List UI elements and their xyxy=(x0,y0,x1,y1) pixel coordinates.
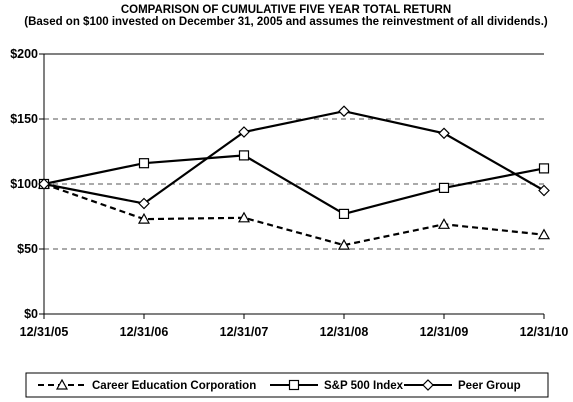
y-tick-label: $0 xyxy=(24,307,38,321)
data-point xyxy=(337,238,351,250)
series-line xyxy=(43,154,545,216)
x-tick-label: 12/31/07 xyxy=(220,325,269,339)
data-point xyxy=(338,208,350,219)
data-point xyxy=(238,150,250,161)
legend-marker xyxy=(422,379,434,391)
legend-item: S&P 500 Index xyxy=(270,379,404,392)
legend-item: Career Education Corporation xyxy=(38,378,256,392)
series-line xyxy=(43,182,545,247)
x-tick-label: 12/31/08 xyxy=(320,325,369,339)
data-point xyxy=(438,127,450,140)
data-point xyxy=(437,218,451,229)
y-tick-label: $200 xyxy=(10,47,38,61)
legend-item: Peer Group xyxy=(404,379,521,392)
chart-subtitle: (Based on $100 invested on December 31, … xyxy=(24,16,548,28)
y-tick-label: $50 xyxy=(17,242,38,256)
axes xyxy=(39,53,545,319)
x-tick-label: 12/31/10 xyxy=(520,325,569,339)
x-tick-label: 12/31/05 xyxy=(20,325,69,339)
legend-label: Career Education Corporation xyxy=(92,380,256,392)
y-axis-ticks: $0 $50 $100 $150 $200 xyxy=(10,47,38,321)
series-line xyxy=(43,110,545,205)
y-tick-label: $150 xyxy=(10,112,38,126)
legend-marker xyxy=(288,379,300,391)
x-tick-label: 12/31/09 xyxy=(420,325,469,339)
data-point xyxy=(138,197,150,210)
legend-marker xyxy=(55,378,69,390)
series-1 xyxy=(37,177,551,250)
data-point xyxy=(137,212,151,224)
legend-label: S&P 500 Index xyxy=(324,380,404,392)
legend-label: Peer Group xyxy=(458,380,521,392)
x-axis-ticks: 12/31/05 12/31/06 12/31/07 12/31/08 12/31/09… xyxy=(20,325,569,339)
data-point xyxy=(38,178,50,190)
data-point xyxy=(138,158,150,169)
chart-title: COMPARISON OF CUMULATIVE FIVE YEAR TOTAL… xyxy=(121,4,451,16)
data-point xyxy=(537,228,551,240)
data-point xyxy=(538,163,550,174)
data-point xyxy=(237,211,251,223)
legend: Career Education Corporation S&P 500 Inde… xyxy=(25,372,549,398)
series-layer xyxy=(37,105,551,250)
series-3 xyxy=(38,105,550,210)
data-point xyxy=(338,105,350,118)
x-tick-label: 12/31/06 xyxy=(120,325,169,339)
data-point xyxy=(538,184,550,197)
data-point xyxy=(238,126,250,138)
data-point xyxy=(438,182,450,193)
y-tick-label: $100 xyxy=(10,177,38,191)
